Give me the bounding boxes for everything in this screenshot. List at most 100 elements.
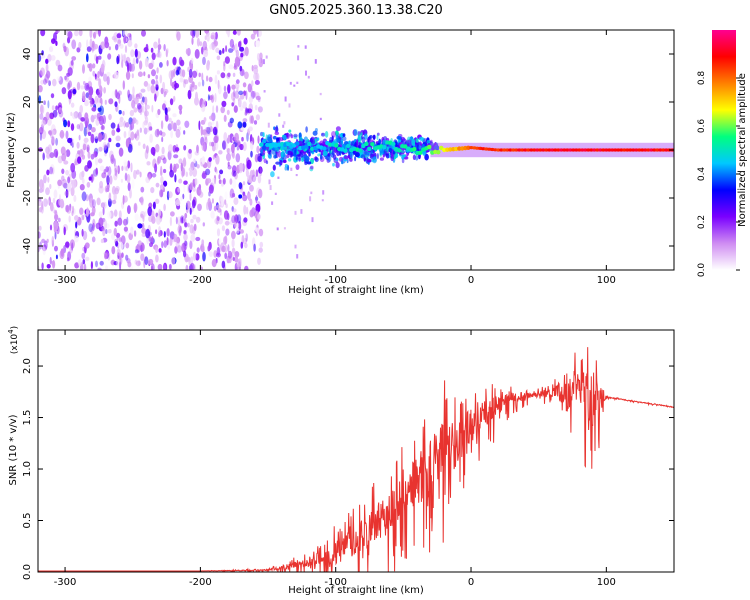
noise-cell [63, 182, 68, 189]
noise-cell [99, 85, 103, 94]
noise-cell [155, 229, 158, 235]
noise-cell [253, 64, 258, 70]
noise-cell [239, 143, 244, 151]
noise-cell [237, 95, 240, 102]
noise-cell [52, 78, 57, 87]
noise-cell [63, 160, 69, 165]
noise-cell [70, 102, 75, 108]
ridge-cell [358, 148, 363, 153]
ridge-cell [436, 150, 441, 155]
noise-cell [155, 198, 160, 204]
noise-cell [225, 45, 228, 53]
noise-cell [159, 184, 165, 191]
noise-cell [224, 56, 230, 64]
x-tick-label: 0 [468, 275, 474, 286]
transition-cell [414, 155, 419, 161]
noise-cell [187, 222, 190, 228]
noise-cell [38, 231, 41, 239]
spectrogram-x-axis: -300 -200 -100 0 100 [54, 30, 616, 286]
y-tick-label: 1.5 [22, 410, 33, 426]
noise-cell [214, 166, 217, 173]
noise-cell [82, 247, 85, 252]
noise-cell [60, 248, 64, 257]
noise-cell [49, 166, 53, 175]
noise-cell [99, 260, 104, 266]
noise-cell [133, 202, 138, 213]
noise-cell [212, 121, 215, 125]
noise-cell [223, 114, 227, 122]
noise-cell [98, 185, 104, 194]
transition-cell [369, 139, 374, 143]
noise-cell [47, 144, 52, 154]
noise-cell [47, 54, 52, 62]
noise-cell [173, 154, 179, 159]
noise-cell [239, 105, 244, 111]
noise-cell [189, 63, 194, 71]
noise-cell [212, 126, 218, 136]
noise-cell [255, 40, 261, 48]
noise-cell [129, 109, 135, 117]
transition-cell [314, 157, 319, 163]
noise-cell [47, 100, 50, 109]
noise-cell [244, 265, 249, 270]
noise-cell [73, 111, 79, 119]
noise-cell [137, 223, 143, 229]
noise-cell [211, 177, 216, 186]
noise-cell [102, 141, 107, 151]
noise-cell [186, 200, 191, 210]
noise-cell [193, 223, 197, 232]
noise-cell [141, 105, 145, 113]
noise-cell [70, 186, 75, 197]
noise-speck [283, 227, 286, 230]
noise-cell [246, 159, 252, 170]
transition-cell [310, 165, 314, 170]
noise-cell [113, 209, 118, 217]
transition-cell [290, 134, 294, 139]
transition-cell [267, 136, 273, 144]
noise-cell [81, 91, 86, 102]
noise-cell [72, 88, 77, 95]
noise-cell [117, 217, 123, 226]
noise-cell [234, 255, 239, 263]
noise-cell [67, 31, 73, 39]
noise-cell [100, 41, 106, 50]
noise-cell [38, 201, 42, 207]
colorbar-tick-label: 0.0 [697, 263, 707, 278]
noise-speck [294, 210, 297, 215]
noise-cell [139, 171, 142, 178]
noise-cell [253, 73, 259, 81]
y-tick-label: 1.0 [22, 461, 33, 477]
noise-cell [82, 141, 88, 150]
noise-speck [319, 117, 322, 121]
x-tick-label: 100 [597, 275, 616, 286]
transition-cell [300, 152, 303, 158]
noise-cell [160, 120, 164, 130]
noise-cell [218, 238, 221, 245]
noise-cell [51, 136, 55, 146]
noise-cell [122, 30, 128, 37]
transition-cell [262, 132, 265, 138]
spectrogram-x-label: Height of straight line (km) [288, 285, 424, 296]
noise-cell [76, 47, 81, 53]
noise-cell [192, 251, 197, 261]
noise-cell [235, 214, 238, 224]
noise-cell [87, 151, 91, 159]
noise-cell [237, 121, 243, 129]
x-tick-label: -200 [189, 577, 212, 588]
noise-cell [75, 221, 78, 229]
noise-cell [144, 57, 149, 68]
noise-cell [181, 216, 184, 224]
noise-cell [158, 38, 161, 45]
noise-cell [170, 211, 175, 217]
noise-cell [236, 223, 240, 228]
noise-cell [147, 74, 151, 79]
noise-cell [86, 39, 89, 49]
noise-cell [115, 240, 119, 247]
noise-cell [233, 197, 239, 205]
noise-cell [245, 206, 249, 215]
noise-cell [123, 218, 128, 226]
noise-cell [248, 126, 253, 132]
noise-cell [109, 150, 114, 160]
noise-cell [151, 79, 156, 85]
noise-cell [114, 187, 119, 195]
